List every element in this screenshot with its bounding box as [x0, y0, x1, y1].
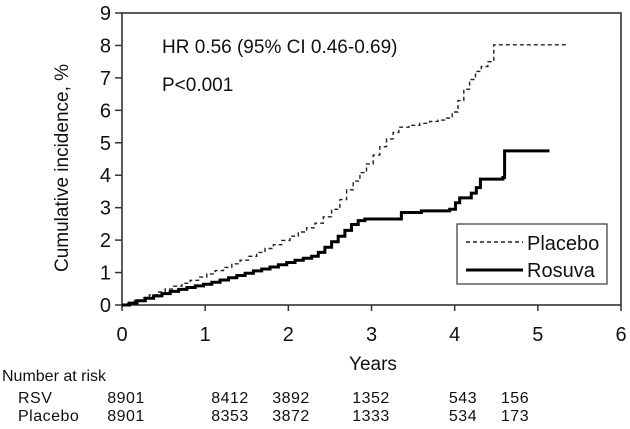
y-tick-label: 0 [100, 295, 111, 317]
risk-value: 156 [501, 390, 529, 407]
risk-value: 173 [501, 408, 529, 425]
y-axis-title: Cumulative incidence, % [52, 64, 73, 272]
risk-value: 1352 [352, 390, 390, 407]
x-tick-label: 5 [532, 324, 543, 346]
risk-value: 534 [449, 408, 477, 425]
legend-box [456, 223, 608, 285]
y-tick-label: 7 [100, 68, 111, 90]
y-tick-label: 6 [100, 100, 111, 122]
legend-label-placebo: Placebo [527, 233, 599, 255]
y-axis-ticks: 0 1 2 3 4 5 6 7 8 9 [100, 3, 122, 317]
risk-row-label: Placebo [18, 408, 79, 425]
y-tick-label: 1 [100, 263, 111, 285]
risk-table-title: Number at risk [2, 368, 107, 385]
legend: Placebo Rosuva [456, 223, 608, 285]
x-tick-label: 1 [200, 324, 211, 346]
x-tick-label: 0 [116, 324, 127, 346]
risk-value: 3872 [272, 408, 310, 425]
y-tick-label: 9 [100, 3, 111, 25]
legend-label-rosuva: Rosuva [527, 260, 596, 282]
hazard-ratio-annotation: HR 0.56 (95% CI 0.46-0.69) [162, 37, 398, 58]
risk-value: 8353 [211, 408, 249, 425]
y-tick-label: 5 [100, 133, 111, 155]
risk-value: 1333 [352, 408, 390, 425]
risk-value: 8412 [211, 390, 249, 407]
x-axis-ticks: 0 1 2 3 4 5 6 [116, 305, 627, 346]
risk-value: 8901 [107, 390, 145, 407]
rosuva-curve [122, 149, 550, 307]
risk-value: 8901 [107, 408, 145, 425]
y-tick-label: 2 [100, 230, 111, 252]
y-tick-label: 3 [100, 198, 111, 220]
risk-row-label: RSV [18, 390, 52, 407]
x-axis-title: Years [349, 354, 397, 375]
risk-value: 543 [449, 390, 477, 407]
x-tick-label: 3 [366, 324, 377, 346]
y-tick-label: 8 [100, 35, 111, 57]
p-value-annotation: P<0.001 [162, 75, 233, 96]
risk-value: 3892 [272, 390, 310, 407]
placebo-curve [122, 44, 569, 306]
x-tick-label: 4 [449, 324, 460, 346]
y-tick-label: 4 [100, 165, 111, 187]
risk-table-rows: RSV 8901 8412 3892 1352 543 156 Placebo 8901 8353… [18, 390, 529, 425]
x-tick-label: 2 [283, 324, 294, 346]
x-tick-label: 6 [615, 324, 626, 346]
